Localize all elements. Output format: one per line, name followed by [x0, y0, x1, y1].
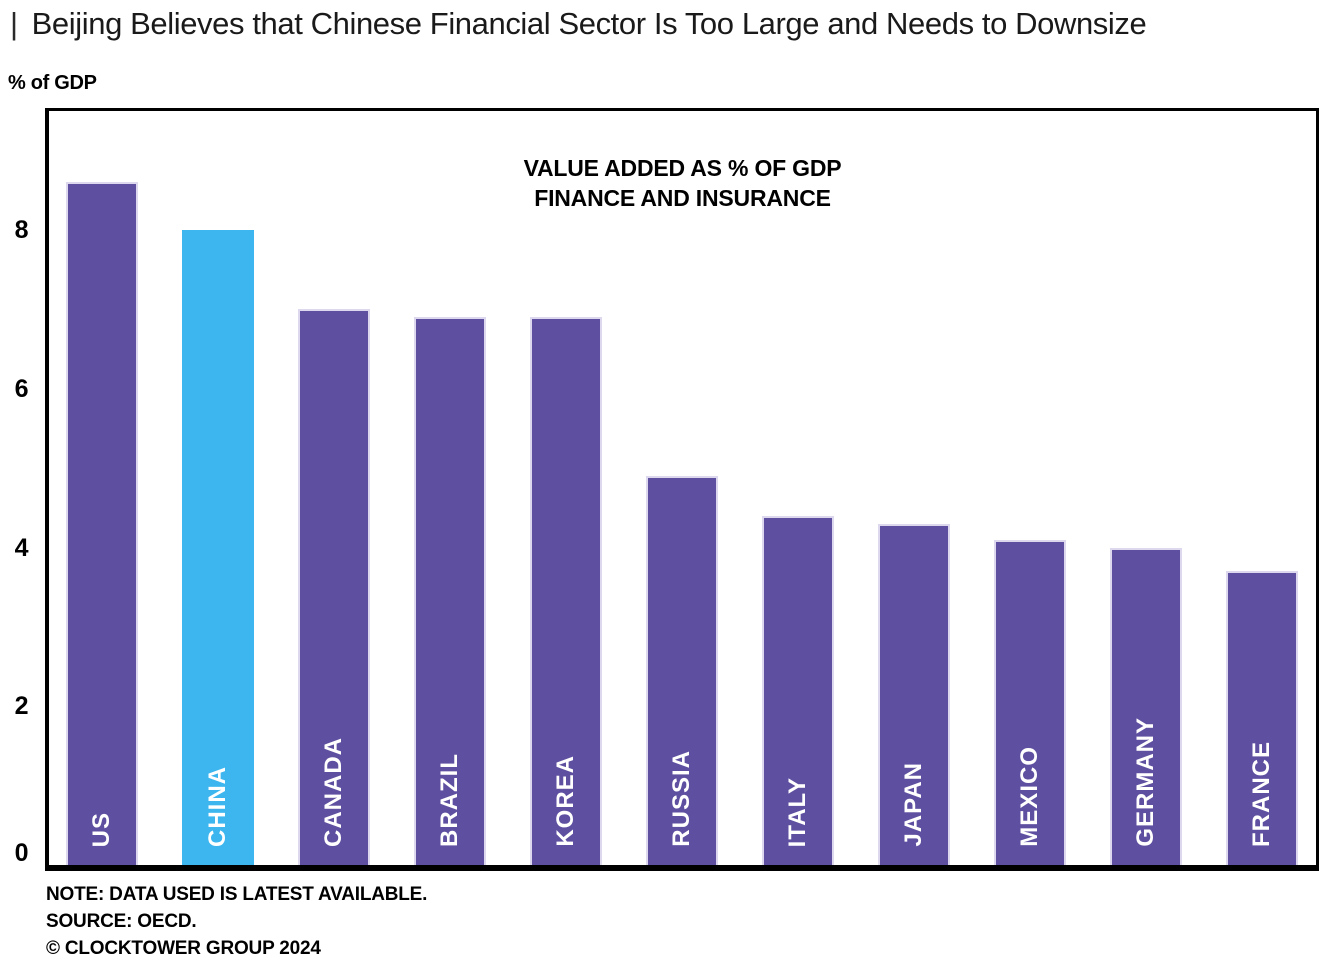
bar-italy: ITALY — [762, 516, 834, 865]
bar-china: CHINA — [182, 230, 254, 865]
bar-mexico: MEXICO — [994, 540, 1066, 865]
chart-footer: NOTE: DATA USED IS LATEST AVAILABLE. SOU… — [46, 881, 427, 962]
y-axis-unit-label: % of GDP — [8, 72, 97, 94]
y-tick-label-6: 6 — [14, 375, 29, 403]
chart-title: VALUE ADDED AS % OF GDP FINANCE AND INSU… — [49, 153, 1316, 213]
y-tick-label-8: 8 — [14, 216, 29, 244]
bar-chart: 0 2 4 6 8 VALUE ADDED AS % OF GDP FINANCE AN… — [0, 108, 1336, 871]
bar-label-france: FRANCE — [1248, 741, 1275, 847]
bar-label-us: US — [88, 811, 115, 847]
bar-france: FRANCE — [1226, 571, 1298, 865]
plot-area: VALUE ADDED AS % OF GDP FINANCE AND INSU… — [45, 108, 1319, 871]
bar-label-italy: ITALY — [784, 776, 811, 847]
bar-label-japan: JAPAN — [900, 762, 927, 847]
bar-label-russia: RUSSIA — [668, 750, 695, 847]
note-text: NOTE: DATA USED IS LATEST AVAILABLE. — [46, 884, 428, 905]
y-tick-label-4: 4 — [14, 534, 29, 562]
source-text: SOURCE: OECD. — [46, 911, 197, 932]
title-bar-glyph: | — [10, 6, 18, 41]
bar-label-germany: GERMANY — [1132, 717, 1159, 847]
page-title-text: Beijing Believes that Chinese Financial … — [31, 6, 1147, 41]
bar-label-korea: KOREA — [552, 755, 579, 847]
bar-japan: JAPAN — [878, 524, 950, 865]
bar-label-mexico: MEXICO — [1016, 746, 1043, 847]
bar-label-canada: CANADA — [320, 737, 347, 847]
bar-label-brazil: BRAZIL — [436, 753, 463, 847]
bar-brazil: BRAZIL — [414, 317, 486, 865]
copyright-text: © CLOCKTOWER GROUP 2024 — [46, 938, 321, 959]
bar-canada: CANADA — [298, 309, 370, 865]
bars-container: US CHINA CANADA BRAZIL KOREA RUSSIA ITALY JAPAN… — [49, 111, 1316, 865]
chart-title-line2: FINANCE AND INSURANCE — [534, 185, 831, 211]
y-tick-label-0: 0 — [14, 839, 29, 867]
bar-germany: GERMANY — [1110, 548, 1182, 865]
bar-korea: KOREA — [530, 317, 602, 865]
chart-title-line1: VALUE ADDED AS % OF GDP — [523, 155, 842, 181]
y-tick-label-2: 2 — [14, 692, 29, 720]
page-title: | Beijing Believes that Chinese Financial… — [10, 6, 1147, 42]
bar-us: US — [66, 182, 138, 865]
bar-label-china: CHINA — [204, 766, 231, 847]
bar-russia: RUSSIA — [646, 476, 718, 865]
